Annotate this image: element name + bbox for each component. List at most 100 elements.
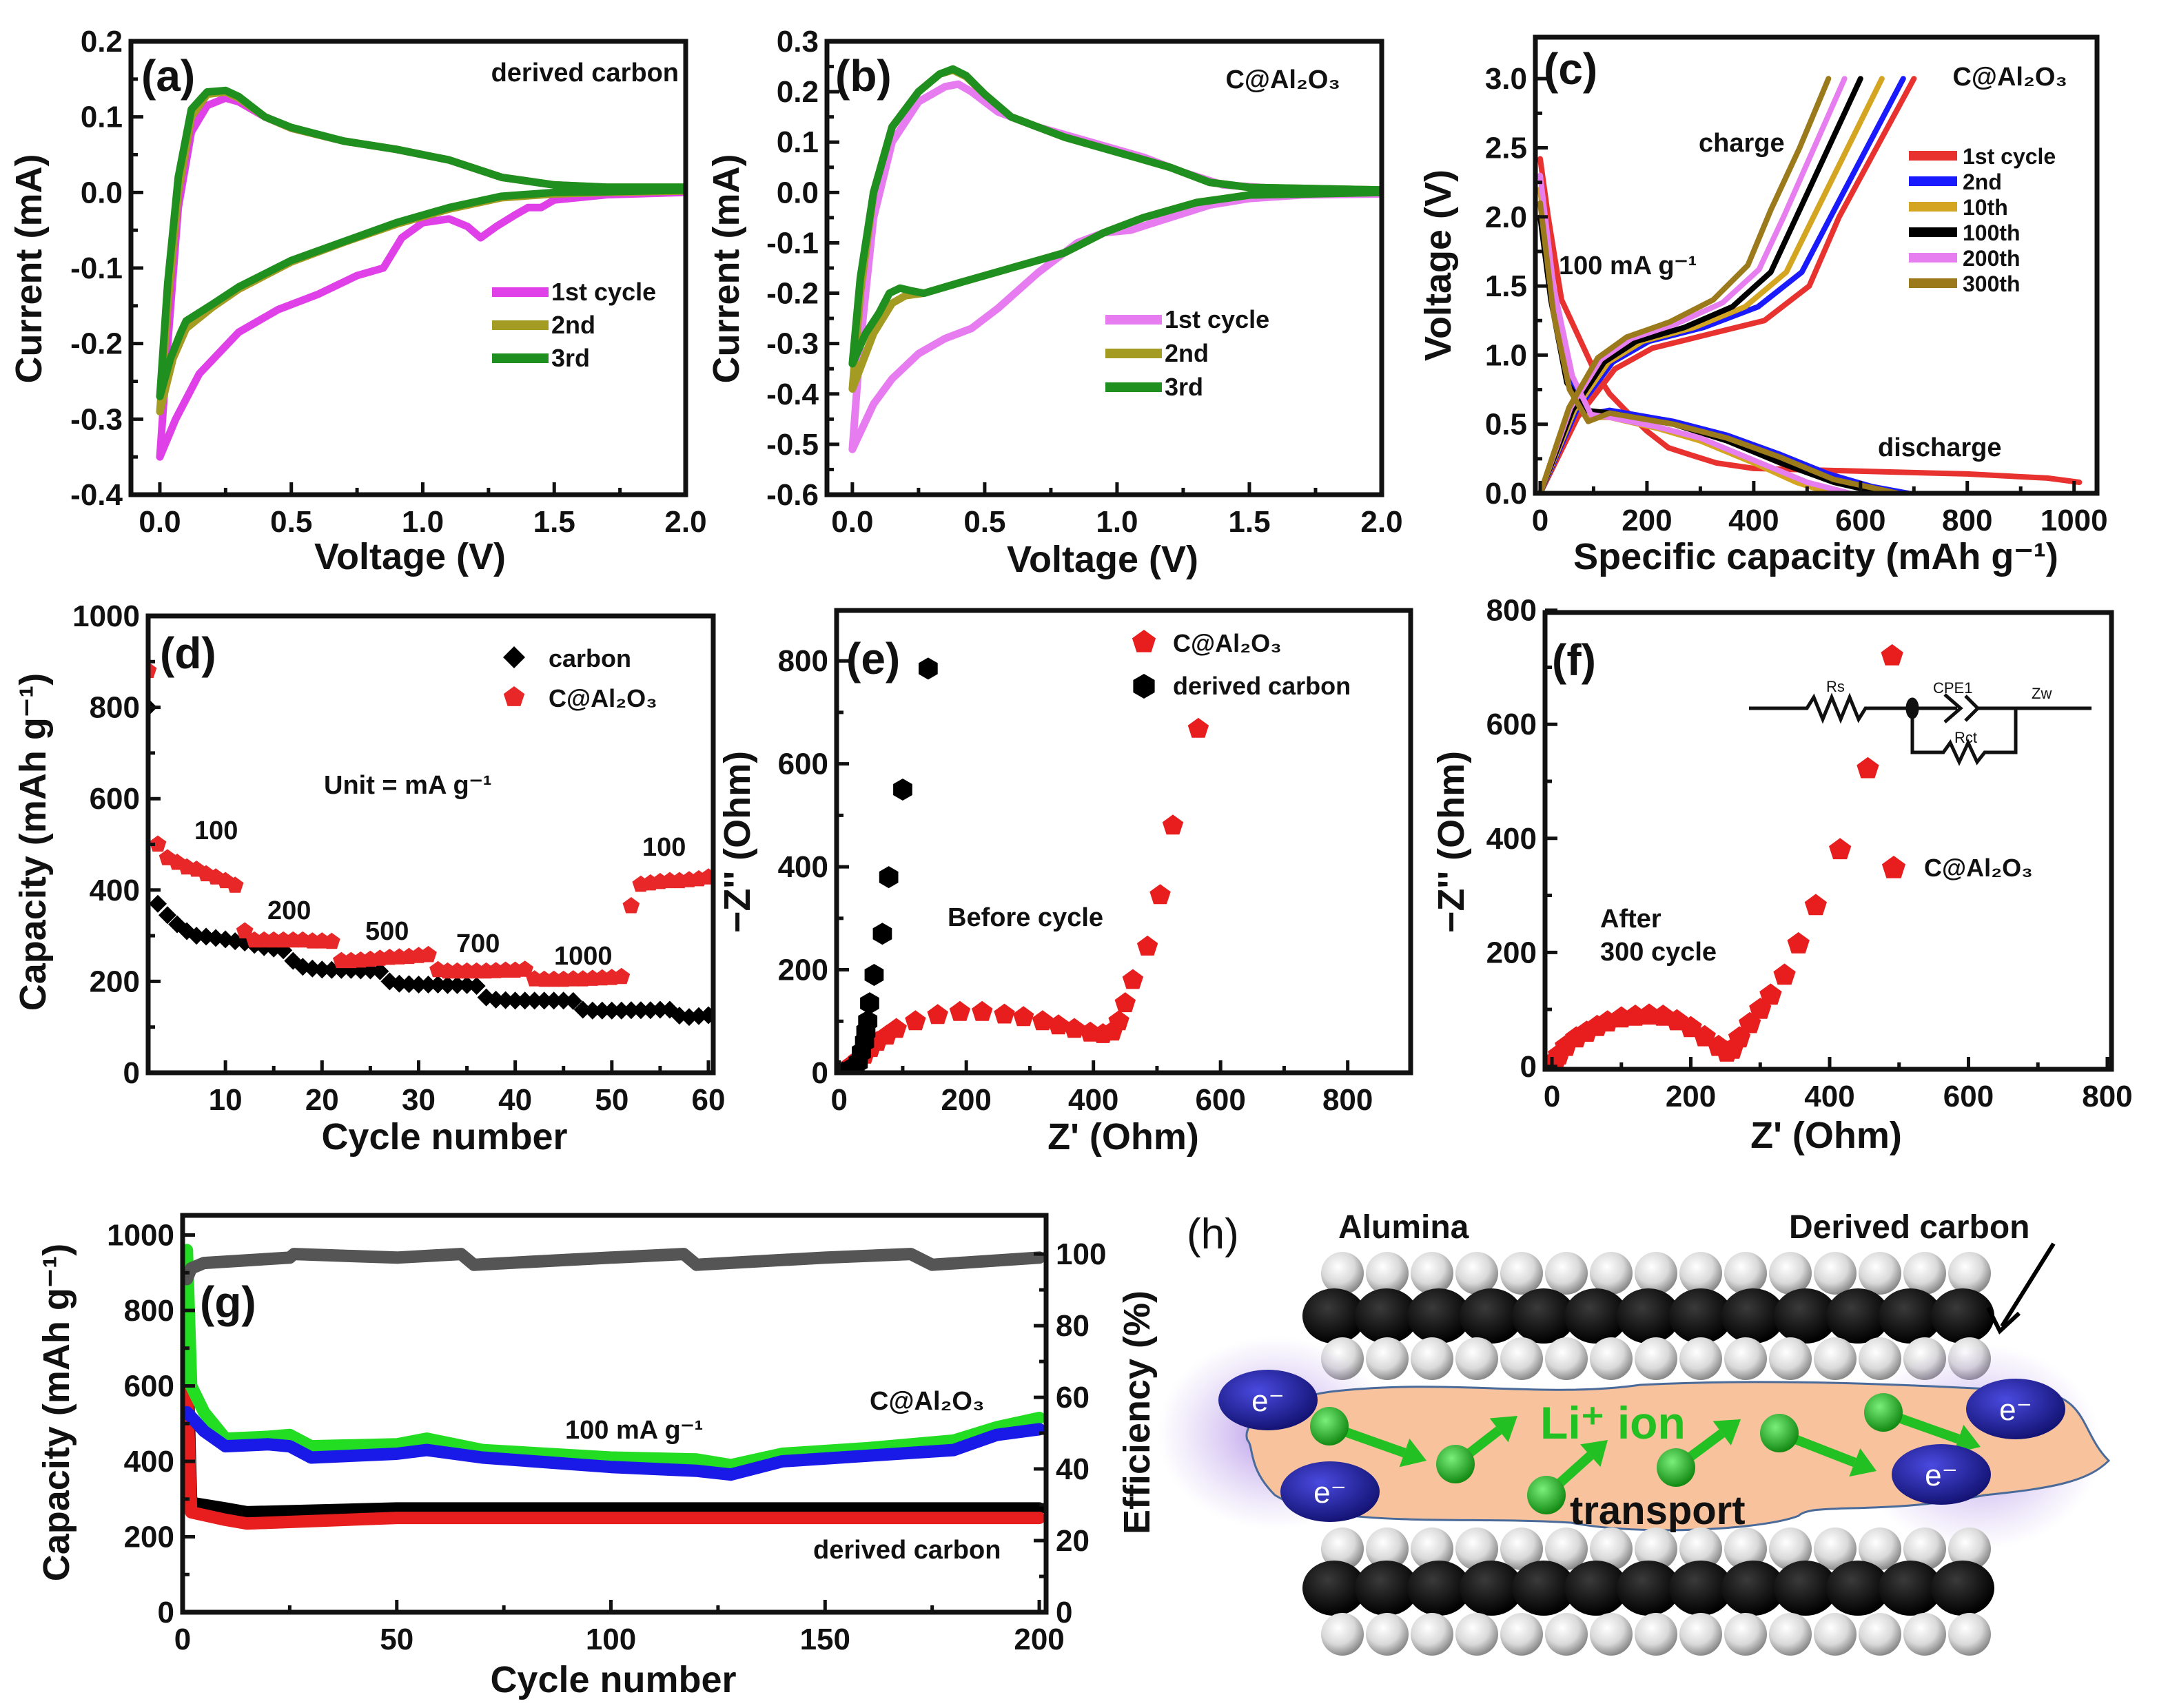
arrowhead-icon <box>1712 1419 1741 1445</box>
li-ion-label: Li⁺ ion <box>1540 1397 1686 1448</box>
y-right-tick-label-g: 0 <box>1056 1596 1072 1629</box>
series-g-2 <box>183 1244 1046 1472</box>
data-point-d-0-26 <box>390 974 409 993</box>
data-point-d-0-48 <box>602 1001 621 1020</box>
carbon-atom <box>1355 1288 1418 1344</box>
electron-sphere <box>1892 1444 1991 1505</box>
carbon-atom <box>1302 1288 1366 1344</box>
chart-a: 0.0 0.5 1.0 1.5 2.0 -0.4 -0.3 -0.2 -0.1 0.0 0.1 0.2… <box>70 25 706 539</box>
legend-marker-cal2o3 <box>503 686 525 706</box>
data-point-e-1-9 <box>864 964 884 986</box>
electron-sphere <box>1218 1370 1318 1430</box>
x-tick-label-d: 10 <box>209 1083 243 1117</box>
x-tick-label-d: 30 <box>402 1083 436 1117</box>
electron-label: e⁻ <box>1999 1393 2032 1427</box>
y-tick-label-b: -0.5 <box>766 428 819 462</box>
panel-b-xlabel: Voltage (V) <box>1007 539 1198 580</box>
alumina-atom <box>1545 1527 1588 1570</box>
chart-g: 0 50 100 150 2000200400600800100002040608010… <box>107 1213 1106 1656</box>
alumina-atom <box>1724 1252 1767 1295</box>
data-point-d-0-32 <box>448 976 467 994</box>
series-g-4 <box>183 1248 1046 1286</box>
x-tick-label-d: 60 <box>692 1083 726 1117</box>
alumina-label: Alumina <box>1338 1209 1469 1246</box>
panel-a-ylabel: Current (mA) <box>8 154 50 384</box>
x-tick-label-c: 0 <box>1532 504 1548 537</box>
x-tick-label-a: 1.5 <box>533 505 575 539</box>
panel-c-discharge-label: discharge <box>1878 433 2002 462</box>
alumina-atom <box>1679 1337 1722 1380</box>
x-tick-label-b: 2.0 <box>1360 505 1402 539</box>
pointer-arrowhead-icon <box>1986 1306 2021 1335</box>
alumina-atom <box>1455 1252 1498 1295</box>
panel-e-before-cycle: Before cycle <box>948 903 1103 932</box>
cpe-symbol <box>1912 693 2092 723</box>
data-point-d-0-47 <box>593 1001 611 1020</box>
data-point-e-0-15 <box>1032 1010 1054 1031</box>
data-point-e-0-8 <box>886 1018 907 1038</box>
x-tick-label-a: 0.0 <box>139 505 181 539</box>
plot-area-a <box>156 86 686 461</box>
x-tick-label-g: 200 <box>1014 1623 1064 1656</box>
y-tick-label-c: 1.5 <box>1485 269 1527 303</box>
circuit-label-rs: Rs <box>1826 678 1845 695</box>
y-tick-label-b: -0.4 <box>766 378 819 411</box>
alumina-atom <box>1769 1252 1812 1295</box>
data-point-d-0-40 <box>525 991 544 1010</box>
alumina-atom <box>1814 1613 1857 1656</box>
alumina-atom <box>1545 1613 1588 1656</box>
panel-f-after: After <box>1600 905 1661 934</box>
data-point-e-0-10 <box>927 1004 948 1025</box>
x-tick-label-b: 1.5 <box>1228 505 1270 539</box>
x-tick-label-a: 1.0 <box>402 505 444 539</box>
carbon-atom <box>1721 1561 1785 1616</box>
resistor-rct-symbol <box>1910 708 2018 766</box>
series-a-1 <box>156 88 686 415</box>
alumina-atom <box>1366 1527 1409 1570</box>
pointer-arrow-line <box>2000 1242 2056 1328</box>
y-tick-label-g: 0 <box>158 1596 174 1629</box>
y-tick-label-g: 1000 <box>107 1218 174 1252</box>
y-tick-label-b: 0.2 <box>777 75 819 109</box>
x-tick-label-f: 200 <box>1666 1080 1716 1113</box>
series-a-2 <box>156 86 686 400</box>
data-point-d-0-18 <box>313 960 331 979</box>
x-tick-label-g: 50 <box>380 1623 413 1656</box>
alumina-atom <box>1859 1337 1901 1380</box>
alumina-atom <box>1500 1337 1543 1380</box>
legend-label-c-2: 10th <box>1963 195 2008 220</box>
plot-area-d <box>148 661 713 1027</box>
data-point-e-0-13 <box>994 1003 1015 1024</box>
alumina-atom <box>1859 1252 1901 1295</box>
alumina-atom <box>1679 1252 1722 1295</box>
alumina-atom <box>1903 1613 1946 1656</box>
y-tick-label-g: 200 <box>124 1520 174 1554</box>
alumina-atom <box>1590 1337 1633 1380</box>
data-point-e-0-16 <box>1047 1014 1070 1035</box>
alumina-atom <box>1903 1252 1946 1295</box>
panel-g-rate-label: 100 mA g⁻¹ <box>565 1416 703 1445</box>
data-point-f-0-27 <box>1881 644 1903 666</box>
alumina-atom <box>1590 1613 1633 1656</box>
data-point-d-0-42 <box>544 991 563 1010</box>
y-tick-label-f: 800 <box>1486 594 1537 628</box>
axes-frame-e <box>834 608 1413 1076</box>
alumina-atom <box>1635 1337 1677 1380</box>
panel-e-legend-cal2o3: C@Al₂O₃ <box>1173 629 1282 657</box>
y-tick-label-e: 800 <box>778 644 828 678</box>
legend-marker-derived-carbon <box>1133 674 1155 699</box>
panel-e-legend-carbon: derived carbon <box>1173 672 1351 700</box>
chart-f: 0 200 400 600 800 0 200 400 600 800 <box>1486 594 2133 1113</box>
electron-sphere <box>1966 1379 2065 1439</box>
data-point-f-0-22 <box>1773 963 1796 985</box>
data-point-d-0-51 <box>631 1001 650 1020</box>
y-tick-label-f: 200 <box>1486 936 1537 969</box>
plot-area-e <box>837 657 1209 1073</box>
panel-g-xlabel: Cycle number <box>490 1659 736 1700</box>
panel-c-note: C@Al₂O₃ <box>1952 63 2067 92</box>
y-tick-label-g: 400 <box>124 1445 174 1479</box>
alumina-atom <box>1635 1252 1677 1295</box>
series-c-0-discharge <box>1537 156 2083 485</box>
x-tick-label-c: 200 <box>1622 504 1672 537</box>
